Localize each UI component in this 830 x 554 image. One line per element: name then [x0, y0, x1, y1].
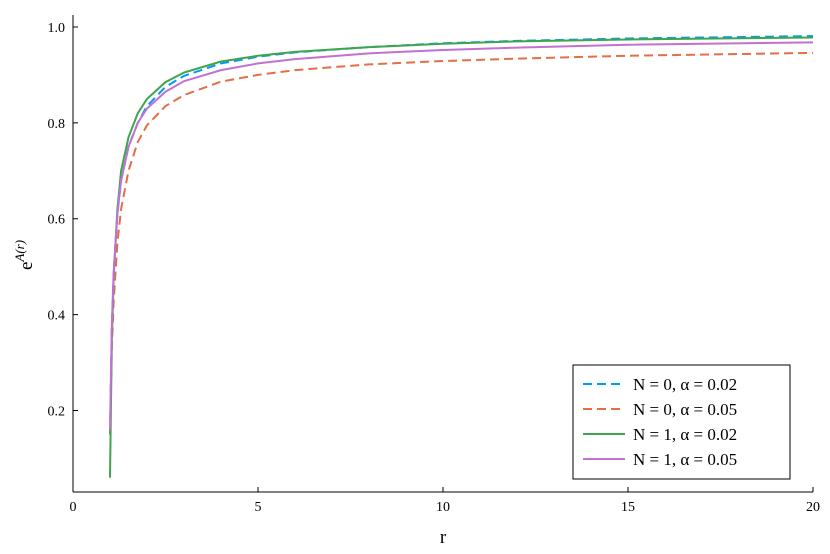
legend-label: N = 0, α = 0.05	[633, 400, 737, 419]
y-tick-label: 0.6	[48, 213, 66, 228]
y-axis-label: eA(r)	[12, 240, 37, 270]
x-tick-label: 5	[255, 500, 262, 515]
x-tick-label: 10	[436, 500, 450, 515]
legend-label: N = 0, α = 0.02	[633, 375, 737, 394]
y-label-superscript: A(r)	[12, 240, 27, 263]
x-tick-label: 0	[70, 500, 77, 515]
y-tick-label: 0.2	[48, 405, 66, 420]
line-series	[109, 51, 814, 435]
legend: N = 0, α = 0.02 N = 0, α = 0.05 N = 1, α =…	[572, 364, 791, 480]
line-series	[109, 41, 814, 430]
y-tick-label: 1.0	[48, 21, 66, 36]
x-tick-label: 15	[621, 500, 635, 515]
x-tick-label: 20	[806, 500, 820, 515]
legend-label: N = 1, α = 0.02	[633, 425, 737, 444]
x-axis-label: r	[440, 527, 447, 548]
y-tick-label: 0.8	[48, 117, 66, 132]
y-tick-label: 0.4	[48, 309, 66, 324]
y-label-base: e	[16, 262, 37, 270]
legend-label: N = 1, α = 0.05	[633, 450, 737, 469]
